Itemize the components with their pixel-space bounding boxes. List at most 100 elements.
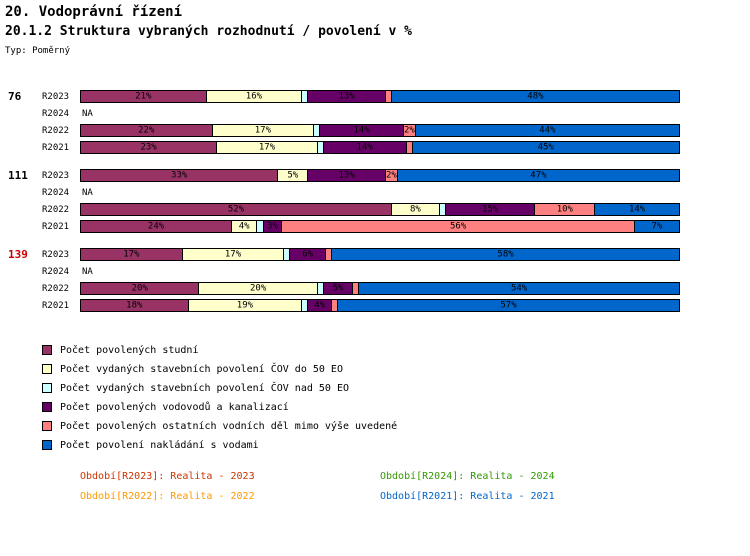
bar-segment — [317, 142, 324, 153]
segment-value-label: 14% — [356, 142, 373, 152]
segment-value-label: 17% — [254, 125, 272, 135]
bar-segment — [406, 142, 413, 153]
bar-segment: 18% — [81, 300, 189, 311]
segment-value-label: 24% — [147, 221, 165, 231]
segment-value-label: 3% — [267, 221, 278, 231]
chart-row: R2022 22% 17% 14% 2% 44% — [0, 122, 750, 139]
bar-segment: 54% — [359, 283, 679, 294]
segment-value-label: 16% — [245, 91, 263, 101]
stacked-bar: 18% 19% 4% 57% — [80, 299, 680, 312]
bar-segment — [302, 300, 309, 311]
segment-value-label: 33% — [171, 170, 188, 180]
row-period-label: R2021 — [42, 300, 70, 311]
segment-value-label: 5% — [287, 170, 299, 180]
period-definition-label: Období[R2023]: Realita - 2023 — [80, 471, 255, 482]
stacked-bar: 23% 17% 14% 45% — [80, 141, 680, 154]
bar-segment: 13% — [308, 91, 386, 102]
bar-segment: 2% — [403, 125, 416, 136]
stacked-bar: 52% 8% 15% 10% 14% — [80, 203, 680, 216]
segment-value-label: 23% — [140, 142, 157, 152]
bar-segment: 7% — [634, 221, 679, 232]
period-definition-label: Období[R2024]: Realita - 2024 — [380, 471, 555, 482]
bar-segment: 20% — [199, 283, 318, 294]
bar-segment: 3% — [263, 221, 283, 232]
segment-value-label: 2% — [403, 125, 415, 135]
bar-segment: 14% — [323, 142, 407, 153]
bar-segment — [439, 204, 446, 215]
row-period-label: R2024 — [42, 266, 70, 277]
stacked-bar: 17% 17% 6% 58% — [80, 248, 680, 261]
stacked-bar: 24% 4% 3% 56% 7% — [80, 220, 680, 233]
legend-item: Počet vydaných stavebních povolení ČOV d… — [42, 363, 397, 375]
segment-value-label: 45% — [537, 142, 554, 152]
legend-color-swatch — [42, 364, 52, 374]
bar-segment: 57% — [338, 300, 679, 311]
bar-segment: 14% — [595, 204, 679, 215]
chart-row: R2024 NA — [0, 105, 750, 122]
legend-color-swatch — [42, 421, 52, 431]
legend-label: Počet povolení nakládání s vodami — [60, 439, 259, 451]
legend-label: Počet povolených studní — [60, 344, 199, 356]
legend-label: Počet vydaných stavebních povolení ČOV d… — [60, 363, 343, 375]
legend-item: Počet povolených studní — [42, 344, 397, 356]
segment-value-label: 14% — [628, 204, 646, 214]
chart-row: R2024 NA — [0, 184, 750, 201]
bar-segment — [314, 125, 321, 136]
bar-segment: 14% — [320, 125, 404, 136]
segment-value-label: 13% — [338, 170, 355, 180]
bar-segment: 23% — [81, 142, 218, 153]
bar-segment: 22% — [81, 125, 213, 136]
bar-group: 76 R2023 21% 16% 13% 48% R2024 NA R2022 22% 17% 14%… — [0, 88, 750, 156]
segment-value-label: 19% — [236, 300, 254, 310]
bar-segment: 4% — [308, 300, 333, 311]
chart-row: R2022 52% 8% 15% 10% 14% — [0, 201, 750, 218]
row-period-label: R2024 — [42, 187, 70, 198]
group-id-label: 76 — [8, 90, 22, 103]
bar-segment: 33% — [81, 170, 279, 181]
bar-segment: 20% — [81, 283, 200, 294]
segment-value-label: 52% — [227, 204, 245, 214]
legend-color-swatch — [42, 383, 52, 393]
chart-type-label: Typ: Poměrný — [5, 46, 71, 56]
chart-row: 139 R2023 17% 17% 6% 58% — [0, 246, 750, 263]
bar-segment: 44% — [415, 125, 679, 136]
chart-row: R2021 18% 19% 4% 57% — [0, 297, 750, 314]
segment-value-label: 4% — [314, 300, 326, 310]
row-period-label: R2022 — [42, 204, 70, 215]
bar-segment — [326, 249, 333, 260]
segment-value-label: 47% — [530, 170, 547, 180]
bar-segment — [385, 91, 392, 102]
period-definition-label: Období[R2022]: Realita - 2022 — [80, 491, 255, 502]
chart-row: R2021 23% 17% 14% 45% — [0, 139, 750, 156]
bar-segment — [353, 283, 360, 294]
segment-value-label: 48% — [527, 91, 544, 101]
chart-row: R2021 24% 4% 3% 56% 7% — [0, 218, 750, 235]
segment-value-label: 10% — [556, 204, 573, 214]
legend-color-swatch — [42, 345, 52, 355]
legend-item: Počet vydaných stavebních povolení ČOV n… — [42, 382, 397, 394]
stacked-bar: 20% 20% 5% 54% — [80, 282, 680, 295]
segment-value-label: 57% — [500, 300, 517, 310]
segment-value-label: 56% — [450, 221, 467, 231]
bar-segment: 5% — [323, 283, 354, 294]
row-period-label: R2021 — [42, 142, 70, 153]
bar-segment: 4% — [232, 221, 258, 232]
segment-value-label: 17% — [224, 249, 242, 259]
row-period-label: R2022 — [42, 125, 70, 136]
bar-group: 139 R2023 17% 17% 6% 58% R2024 NA R2022 20% 20% 5% 5… — [0, 246, 750, 314]
group-id-label: 111 — [8, 169, 28, 182]
period-definition-label: Období[R2021]: Realita - 2021 — [380, 491, 555, 502]
group-id-label: 139 — [8, 248, 28, 261]
legend-color-swatch — [42, 402, 52, 412]
period-labels: Období[R2023]: Realita - 2023 Období[R202… — [80, 471, 555, 502]
chart-row: R2022 20% 20% 5% 54% — [0, 280, 750, 297]
bar-segment: 8% — [391, 204, 440, 215]
segment-value-label: 6% — [302, 249, 314, 259]
legend-label: Počet vydaných stavebních povolení ČOV n… — [60, 382, 349, 394]
bar-segment — [317, 283, 324, 294]
segment-value-label: 20% — [249, 283, 267, 293]
bar-segment: 19% — [188, 300, 303, 311]
bar-segment: 10% — [535, 204, 596, 215]
segment-value-label: 13% — [338, 91, 355, 101]
